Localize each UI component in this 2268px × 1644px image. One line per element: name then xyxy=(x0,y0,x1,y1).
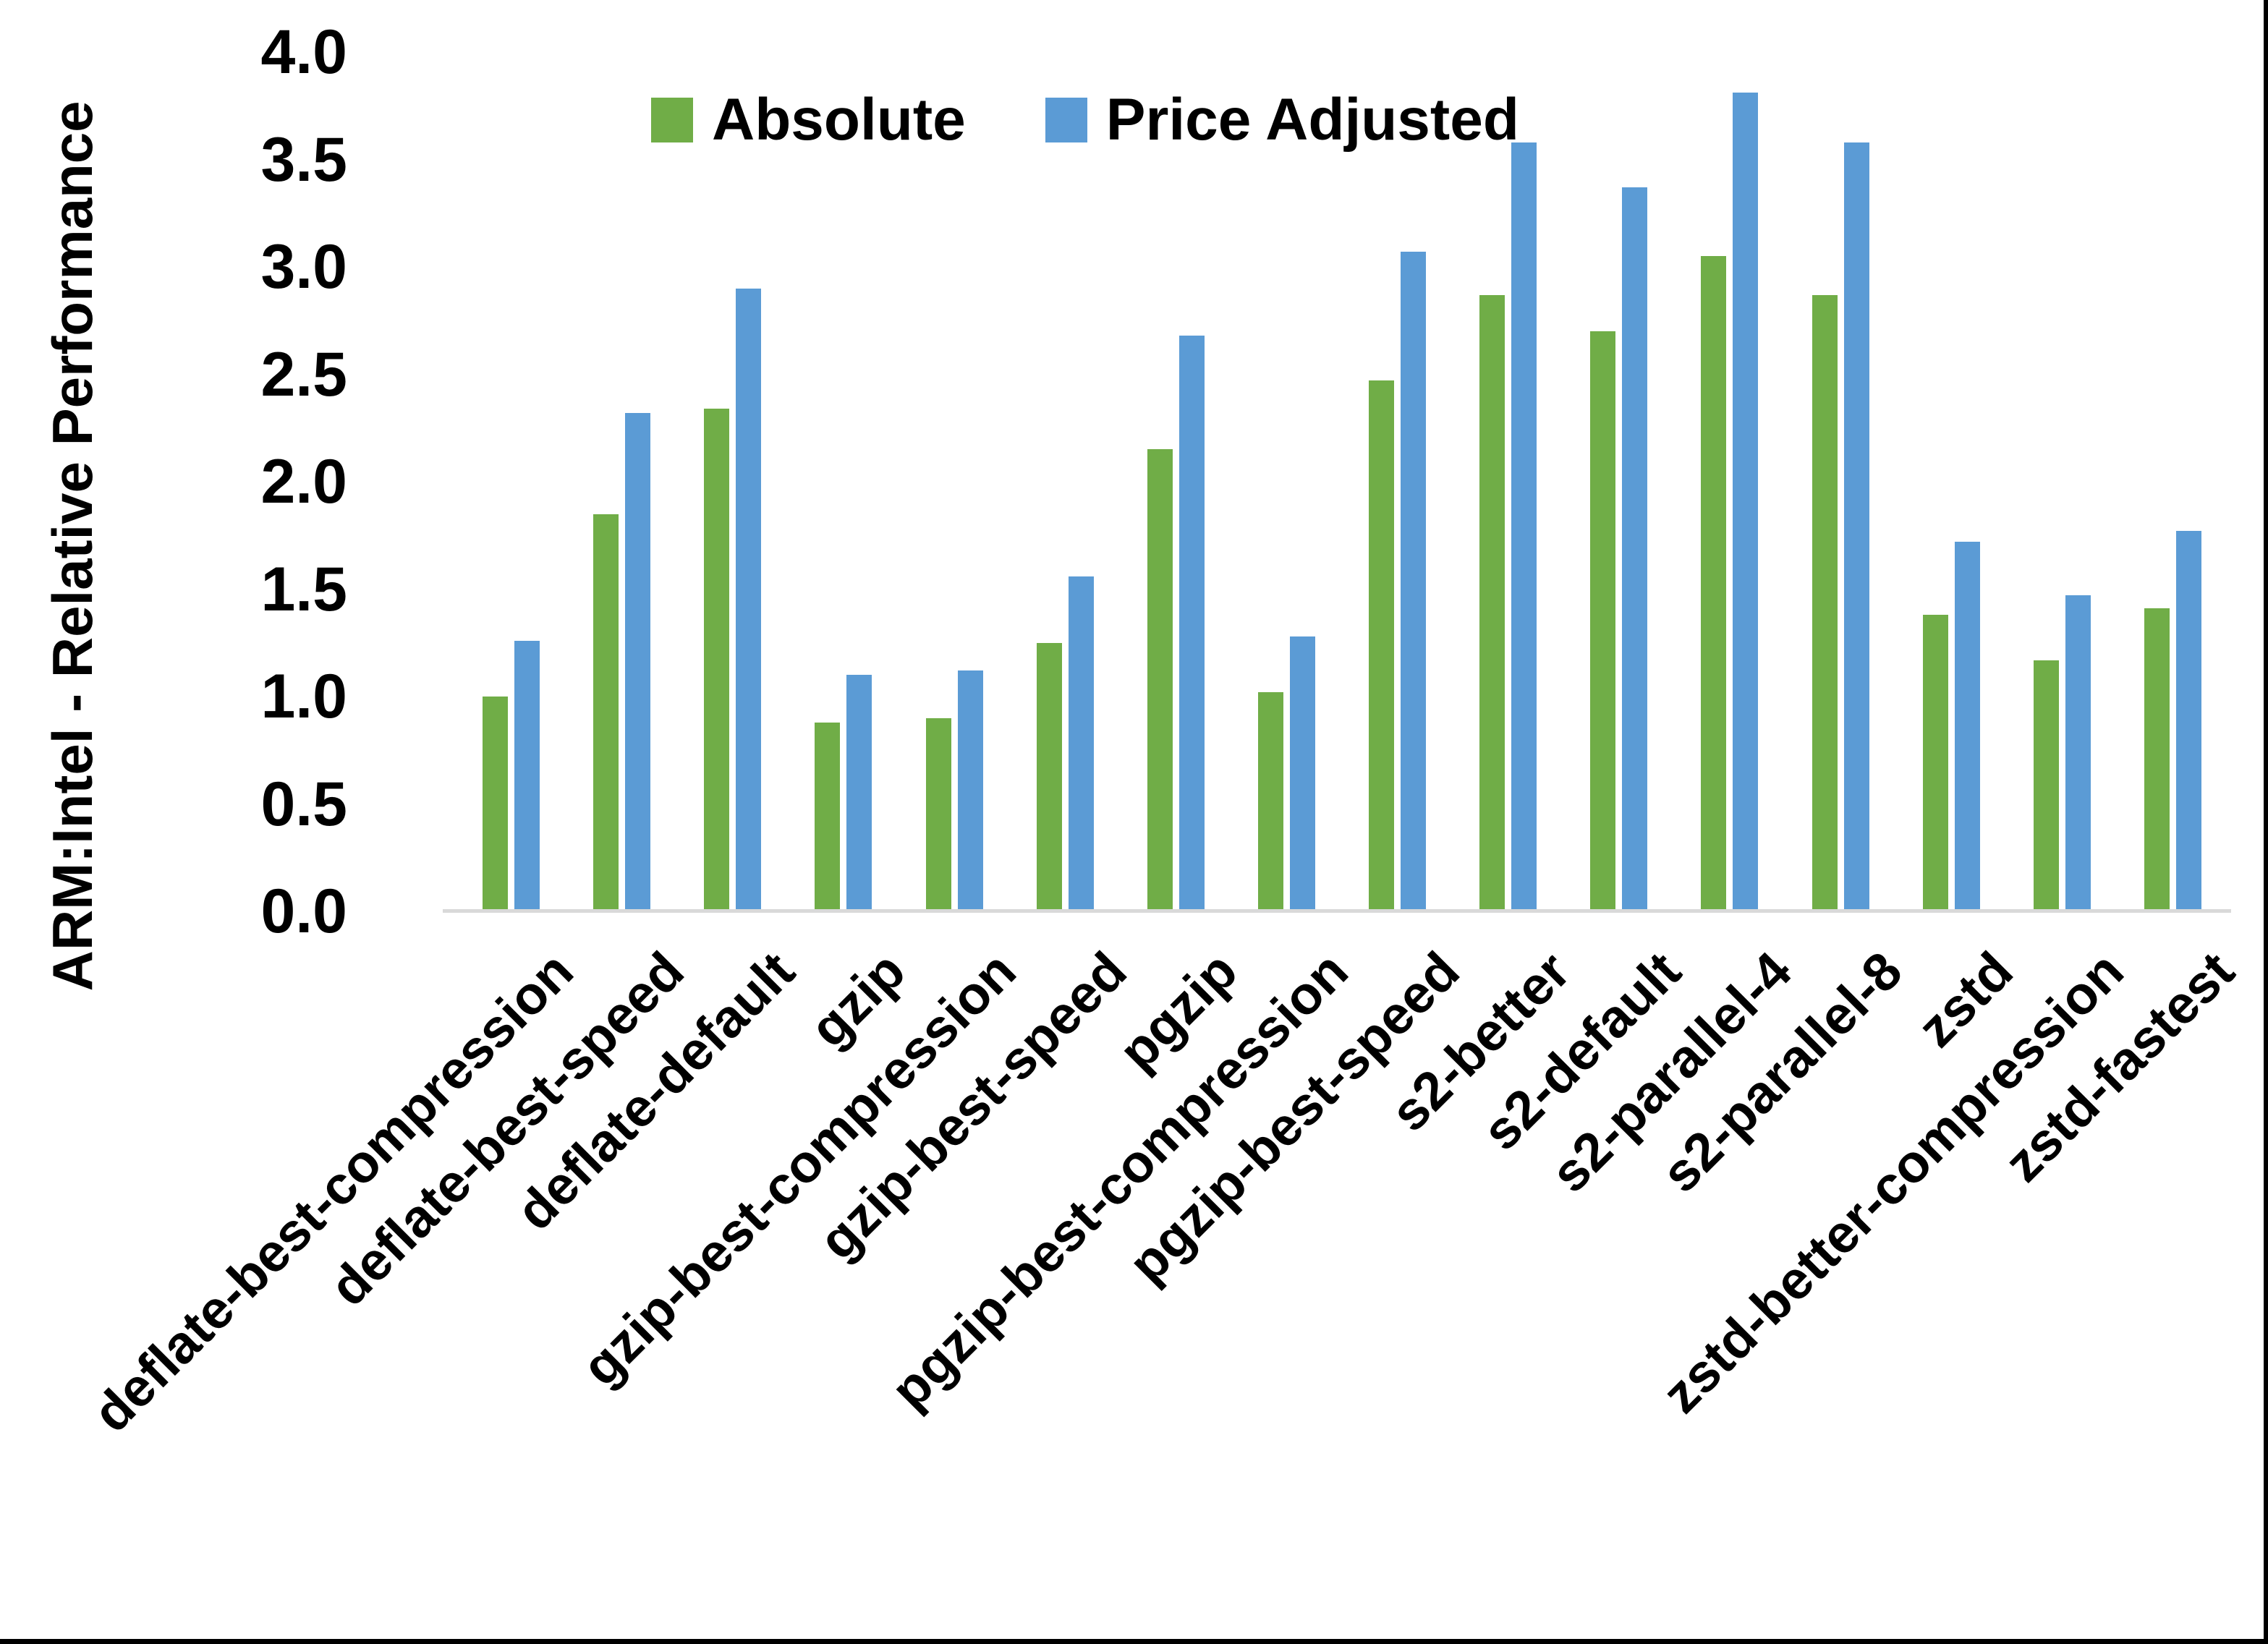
legend-label-absolute: Absolute xyxy=(712,87,966,153)
y-tick-label: 0.0 xyxy=(260,877,347,946)
plot-area xyxy=(456,52,2228,911)
bar-absolute-deflate-best-speed xyxy=(593,514,619,911)
bar-absolute-gzip xyxy=(815,722,841,911)
bar-absolute-pgzip-best-speed xyxy=(1369,380,1395,911)
y-tick-label: 3.0 xyxy=(260,232,347,302)
bar-price-adjusted-zstd-better-compression xyxy=(2065,595,2091,911)
bar-group-gzip-best-compression xyxy=(899,52,1010,911)
legend-item-absolute: Absolute xyxy=(651,86,966,154)
bar-price-adjusted-zstd xyxy=(1954,542,1980,911)
bar-price-adjusted-gzip-best-compression xyxy=(957,670,983,911)
bar-absolute-gzip-best-speed xyxy=(1036,642,1062,911)
bar-price-adjusted-zstd-fastest xyxy=(2175,531,2201,911)
bar-group-s2-parallel-4 xyxy=(1674,52,1785,911)
bar-absolute-zstd-better-compression xyxy=(2033,660,2059,911)
x-axis-line xyxy=(443,909,2231,913)
bar-price-adjusted-s2-parallel-8 xyxy=(1843,142,1869,911)
y-tick-label: 2.5 xyxy=(260,339,347,409)
bar-group-zstd-better-compression xyxy=(2007,52,2118,911)
bar-price-adjusted-pgzip-best-speed xyxy=(1401,252,1427,911)
bar-absolute-gzip-best-compression xyxy=(925,717,951,911)
bar-price-adjusted-s2-parallel-4 xyxy=(1733,93,1759,911)
bar-absolute-s2-parallel-4 xyxy=(1701,256,1727,911)
legend-label-price-adjusted: Price Adjusted xyxy=(1105,87,1519,153)
bar-price-adjusted-deflate-best-compression xyxy=(514,640,540,911)
bar-group-pgzip-best-compression xyxy=(1231,52,1342,911)
y-tick-label: 4.0 xyxy=(260,17,347,87)
bar-price-adjusted-gzip xyxy=(846,675,872,911)
y-tick-label: 2.0 xyxy=(260,447,347,516)
bar-price-adjusted-s2-better xyxy=(1511,142,1537,911)
bar-absolute-deflate-default xyxy=(704,409,730,911)
bar-price-adjusted-pgzip-best-compression xyxy=(1289,636,1315,911)
bar-absolute-zstd xyxy=(1922,615,1948,911)
legend-swatch-absolute-icon xyxy=(651,98,693,142)
bar-group-deflate-best-compression xyxy=(456,52,566,911)
bar-price-adjusted-s2-default xyxy=(1622,187,1648,911)
bar-price-adjusted-deflate-default xyxy=(736,288,762,911)
y-tick-label: 1.5 xyxy=(260,554,347,624)
bar-group-gzip-best-speed xyxy=(1010,52,1121,911)
bar-group-deflate-best-speed xyxy=(566,52,677,911)
bar-group-pgzip xyxy=(1121,52,1231,911)
bar-price-adjusted-pgzip xyxy=(1178,336,1205,911)
bar-absolute-deflate-best-compression xyxy=(483,697,509,911)
bar-group-s2-parallel-8 xyxy=(1785,52,1896,911)
y-axis-ticks: 4.0 3.5 3.0 2.5 2.0 1.5 1.0 0.5 0.0 xyxy=(0,0,354,1013)
bar-group-gzip xyxy=(788,52,899,911)
bar-absolute-zstd-fastest xyxy=(2144,608,2170,911)
bar-group-zstd-fastest xyxy=(2118,52,2228,911)
bar-price-adjusted-deflate-best-speed xyxy=(625,412,651,911)
legend: Absolute Price Adjusted xyxy=(651,85,1519,155)
bar-absolute-s2-better xyxy=(1479,294,1505,911)
bar-group-s2-default xyxy=(1563,52,1674,911)
legend-item-price-adjusted: Price Adjusted xyxy=(1045,86,1519,154)
bar-group-zstd xyxy=(1896,52,2007,911)
y-tick-label: 0.5 xyxy=(260,769,347,839)
bar-absolute-s2-parallel-8 xyxy=(1812,294,1838,911)
legend-swatch-price-adjusted-icon xyxy=(1045,98,1087,142)
bar-absolute-s2-default xyxy=(1590,331,1616,911)
bar-group-deflate-default xyxy=(677,52,788,911)
bar-group-pgzip-best-speed xyxy=(1342,52,1453,911)
bar-absolute-pgzip-best-compression xyxy=(1257,692,1283,911)
bar-group-s2-better xyxy=(1453,52,1563,911)
y-tick-label: 1.0 xyxy=(260,662,347,731)
y-tick-label: 3.5 xyxy=(260,124,347,195)
bar-absolute-pgzip xyxy=(1147,449,1173,911)
bar-price-adjusted-gzip-best-speed xyxy=(1068,576,1094,911)
